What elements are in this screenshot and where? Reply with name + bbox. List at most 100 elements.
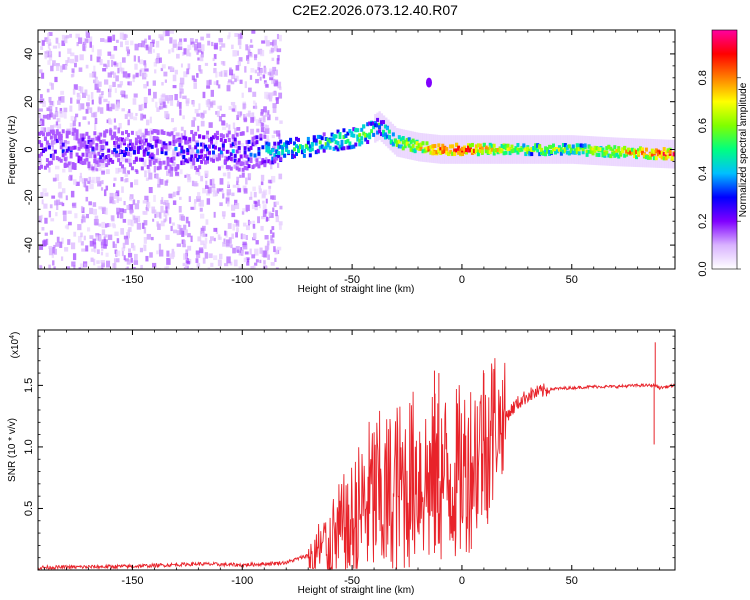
colorbar-tick-label: 0.6 [697,118,709,133]
spectrogram-cell [217,147,221,152]
spectrogram-cell [563,143,567,148]
spectrogram-cell [366,122,370,127]
spectrogram-cell [85,245,89,252]
spectrogram-cell [190,130,194,135]
spectrogram-cell [194,145,198,150]
spectrogram-cell [176,137,180,142]
spectrogram-cell [103,238,106,246]
spectrogram-cell [237,111,242,118]
spectrogram-cell [140,157,144,162]
spectrogram-cell [666,154,670,159]
spectrogram-cell [157,223,161,230]
spectrogram-cell [148,172,153,180]
spectrogram-cell [470,142,474,147]
spectrogram-cell [413,131,417,161]
spectrogram-cell [551,143,555,148]
spectrogram-cell [191,180,195,187]
spectrogram-cell [105,141,109,146]
snr-data [38,342,675,570]
spectrogram-cell [232,184,236,188]
spectrogram-cell [152,262,157,268]
spectrogram-cell [122,218,127,223]
spectrogram-cell [39,152,43,157]
spectrogram-cell [117,153,121,158]
spectrogram-cell [103,156,107,161]
spectrogram-cell [553,146,557,151]
spectrogram-cell [225,231,228,238]
spectrogram-cell [75,113,79,118]
spectrogram-cell [265,124,269,129]
spectrogram-cell [193,43,198,51]
spectrogram-cell [459,151,463,156]
colorbar-tick-label: 0.0 [697,261,709,276]
spectrogram-cell [144,68,149,72]
spectrogram-cell [144,131,148,136]
spectrogram-cell [89,235,94,239]
spectrogram-cell [199,207,203,212]
spectrogram-cell [266,243,270,250]
spectrogram-cell [176,243,182,247]
spectrogram-cell [268,188,271,195]
snr-panel: -150 -100 -50 0 50 0.51.01.5 Height of strai… [7,329,676,596]
spectrogram-cell [192,161,196,166]
spectrogram-cell [429,145,433,150]
spectrogram-cell [648,152,652,157]
spectrogram-cell [514,148,518,153]
spectrogram-cell [267,114,271,121]
spectrogram-cell [241,161,245,166]
spectrogram-cell [165,206,168,213]
spectrogram-cell [654,148,658,153]
spectrogram-cell [670,139,674,169]
spectrogram-cell [415,145,419,150]
spectrogram-cell [328,145,332,150]
spectrogram-cell [206,85,211,89]
spectrogram-cell [613,150,617,155]
spectrogram-cell [312,138,316,143]
spectrogram-cell [202,225,206,231]
spectrogram-cell [272,78,276,84]
spectrogram-cell [239,131,243,136]
spectrogram-cell [59,241,63,248]
spectrogram-cell [601,150,605,155]
spectrogram-cell [52,260,55,266]
spectrogram-cell [130,130,134,135]
spectrogram-cell [265,111,270,117]
spectrogram-cell [121,186,124,193]
spectrogram-cell [403,141,407,146]
spectrogram-cell [101,180,104,185]
spectrogram-cell [285,140,289,145]
spectrogram-cell [350,145,354,150]
spectrogram-cell [58,51,61,58]
spectrogram-cell [114,88,117,93]
spectrogram-cell [654,156,658,161]
spectrogram-cell [239,45,242,49]
spectrogram-cell [49,112,53,118]
spectrogram-cell [61,142,65,147]
spectrogram-cell [103,132,107,137]
spectrogram-cell [172,127,175,133]
spectrogram-cell [146,151,150,156]
spectrogram-cell [118,197,122,202]
spectrogram-cell [332,146,336,151]
spectrogram-cell [257,147,261,152]
spectrogram-cell [243,257,248,263]
spectrogram-cell [118,123,122,129]
spectrogram-cell [472,149,476,154]
spectrogram-cell [158,139,162,144]
spectrogram-cell [267,240,270,246]
spectrogram-cell [490,147,494,152]
spectrogram-cell [267,110,270,115]
spectrogram-cell [378,125,382,130]
spectrogram-cell [108,119,113,125]
spectrogram-cell [50,139,56,145]
spectrogram-cell [84,89,88,96]
spectrogram-cell [232,122,236,130]
spectrogram-cell [267,179,272,184]
spectrogram-cell [207,267,211,269]
spectrogram-cell [113,61,117,66]
spectrogram-cell [581,150,585,155]
spectrogram-cell [100,260,105,264]
spectrogram-cell [364,133,368,138]
spectrogram-cell [631,147,635,152]
spectrogram-cell [231,233,235,239]
